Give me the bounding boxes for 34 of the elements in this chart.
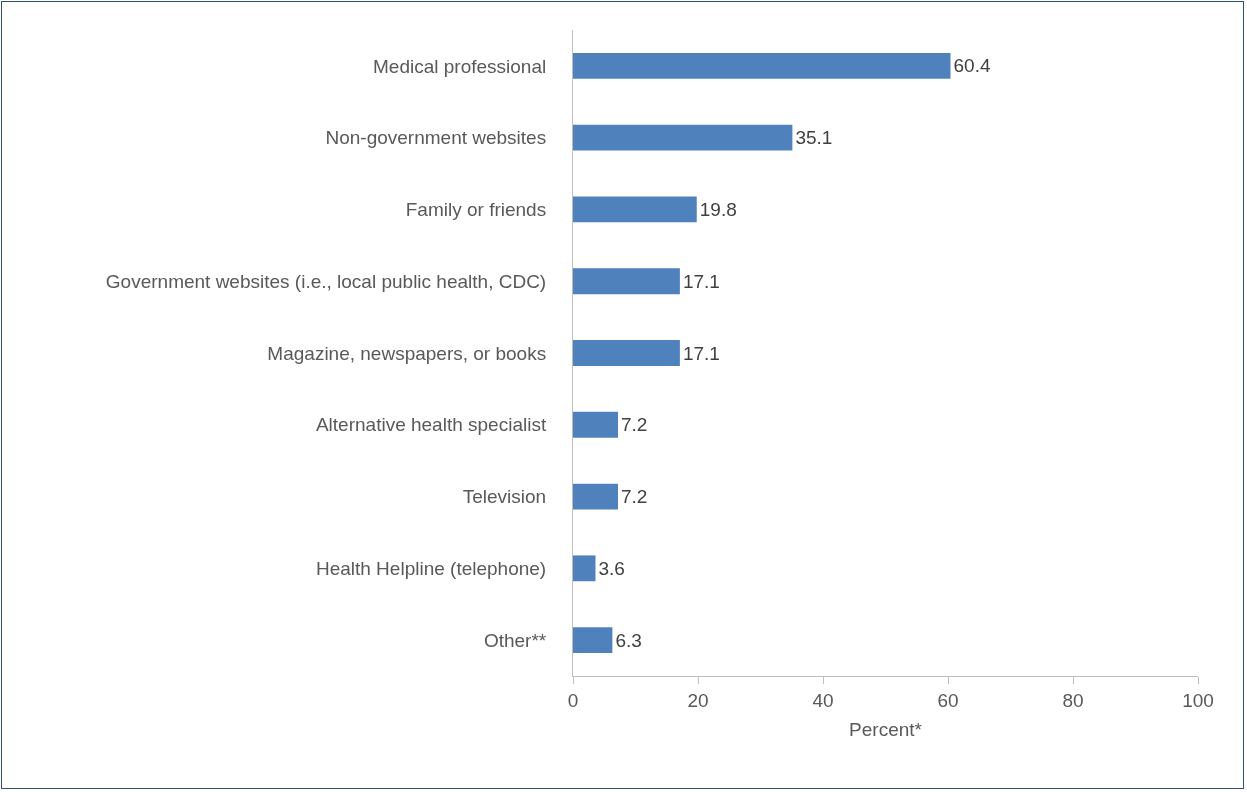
- y-tick-label: Television: [462, 486, 547, 508]
- x-tick-label: 20: [687, 689, 709, 711]
- bar: [573, 555, 596, 582]
- x-axis-title: Percent*: [849, 718, 923, 740]
- bar: [573, 340, 680, 366]
- data-label: 35.1: [795, 127, 833, 149]
- data-label: 7.2: [621, 414, 648, 436]
- y-tick-label: Government websites (i.e., local public health, CDC): [105, 270, 547, 292]
- y-tick-label: Magazine, newspapers, or books: [267, 342, 547, 364]
- y-tick-label: Alternative health specialist: [315, 414, 547, 436]
- x-tick-label: 40: [812, 689, 834, 711]
- data-label: 3.6: [598, 557, 625, 579]
- data-label: 60.4: [953, 55, 991, 77]
- y-tick-label: Non-government websites: [325, 127, 547, 149]
- y-tick-label: Other**: [483, 629, 547, 651]
- bar: [573, 52, 951, 79]
- data-label: 17.1: [682, 342, 720, 364]
- y-tick-label: Health Helpline (telephone): [315, 557, 547, 579]
- bar: [573, 483, 618, 510]
- bar: [573, 268, 680, 295]
- x-tick-label: 60: [937, 689, 959, 711]
- x-tick-label: 100: [1182, 689, 1214, 711]
- data-label: 19.8: [699, 198, 737, 220]
- data-label: 7.2: [621, 486, 648, 508]
- data-label: 6.3: [615, 629, 642, 651]
- x-tick-label: 0: [567, 689, 579, 711]
- bar: [573, 124, 793, 151]
- y-tick-label: Family or friends: [405, 199, 547, 221]
- data-label: 17.1: [682, 270, 720, 292]
- bar: [573, 627, 613, 654]
- bar: [573, 196, 697, 223]
- y-tick-label: Medical professional: [373, 55, 547, 77]
- bar: [573, 411, 618, 438]
- x-tick-label: 80: [1062, 689, 1084, 711]
